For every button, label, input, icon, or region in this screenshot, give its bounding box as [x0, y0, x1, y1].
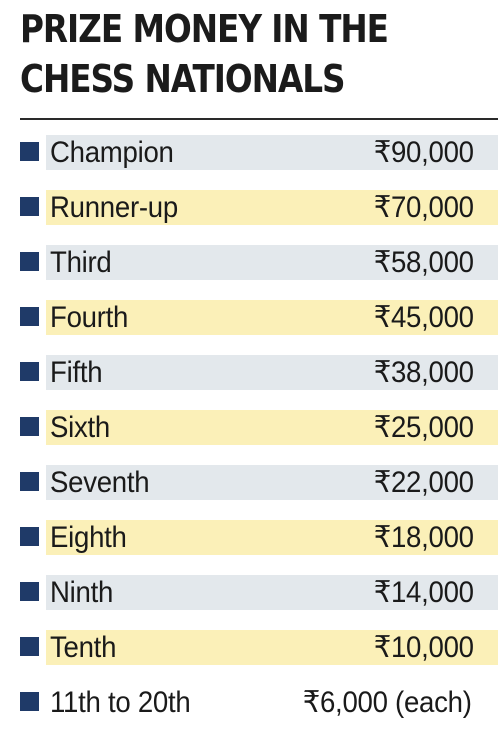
table-row: Fifth ₹38,000: [20, 346, 498, 401]
title-line-2: CHESS NATIONALS: [20, 57, 346, 101]
chart-title: PRIZE MONEY IN THE CHESS NATIONALS: [20, 4, 493, 104]
table-row: Eighth ₹18,000: [20, 511, 498, 566]
prize-amount: ₹58,000: [373, 246, 474, 279]
prize-amount: ₹10,000: [373, 631, 474, 664]
bullet-square-icon: [20, 637, 39, 656]
table-row: Fourth ₹45,000: [20, 291, 498, 346]
prize-table: Champion ₹90,000 Runner-up ₹70,000 Third ₹58,…: [20, 126, 498, 731]
row-band: [46, 465, 498, 500]
position-label: Third: [50, 246, 112, 279]
table-row: Tenth ₹10,000: [20, 621, 498, 676]
row-band: [46, 630, 498, 665]
bullet-square-icon: [20, 252, 39, 271]
prize-amount: ₹6,000 (each): [303, 686, 472, 719]
row-band: [46, 355, 498, 390]
position-label: 11th to 20th: [50, 686, 191, 719]
prize-amount: ₹22,000: [373, 466, 474, 499]
prize-amount: ₹70,000: [373, 191, 474, 224]
prize-amount: ₹18,000: [373, 521, 474, 554]
table-row: Champion ₹90,000: [20, 126, 498, 181]
table-row: Seventh ₹22,000: [20, 456, 498, 511]
position-label: Seventh: [50, 466, 150, 499]
bullet-square-icon: [20, 692, 39, 711]
prize-amount: ₹14,000: [373, 576, 474, 609]
position-label: Fourth: [50, 301, 129, 334]
row-band: [46, 300, 498, 335]
bullet-square-icon: [20, 307, 39, 326]
prize-amount: ₹38,000: [373, 356, 474, 389]
position-label: Tenth: [50, 631, 117, 664]
prize-amount: ₹25,000: [373, 411, 474, 444]
table-row: Third ₹58,000: [20, 236, 498, 291]
table-row: Runner-up ₹70,000: [20, 181, 498, 236]
row-band: [46, 135, 498, 170]
position-label: Eighth: [50, 521, 127, 554]
bullet-square-icon: [20, 362, 39, 381]
prize-amount: ₹90,000: [373, 136, 474, 169]
table-row: Ninth ₹14,000: [20, 566, 498, 621]
position-label: Runner-up: [50, 191, 178, 224]
title-line-1: PRIZE MONEY IN THE: [20, 7, 389, 51]
table-row: Sixth ₹25,000: [20, 401, 498, 456]
row-band: [46, 190, 498, 225]
bullet-square-icon: [20, 472, 39, 491]
row-band: [46, 520, 498, 555]
row-band: [46, 245, 498, 280]
position-label: Sixth: [50, 411, 110, 444]
bullet-square-icon: [20, 197, 39, 216]
position-label: Fifth: [50, 356, 103, 389]
bullet-square-icon: [20, 527, 39, 546]
bullet-square-icon: [20, 417, 39, 436]
title-divider: [20, 118, 498, 120]
position-label: Ninth: [50, 576, 114, 609]
row-band: [46, 410, 498, 445]
row-band: [46, 575, 498, 610]
bullet-square-icon: [20, 582, 39, 601]
table-row: 11th to 20th ₹6,000 (each): [20, 676, 498, 731]
bullet-square-icon: [20, 142, 39, 161]
position-label: Champion: [50, 136, 174, 169]
prize-amount: ₹45,000: [373, 301, 474, 334]
